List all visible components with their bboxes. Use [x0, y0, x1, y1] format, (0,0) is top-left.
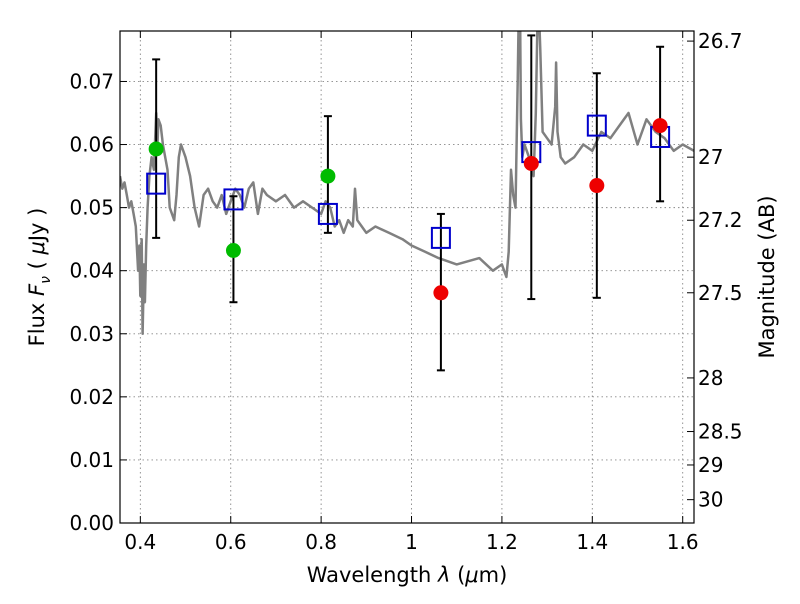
plot-frame: [119, 30, 695, 524]
y2-axis-label: Magnitude (AB): [755, 195, 779, 358]
y2-tick-label: 29: [698, 453, 723, 477]
x-tick-label: 0.6: [215, 530, 247, 554]
observed-point-red: [523, 155, 539, 171]
plot-data: [120, 31, 694, 372]
model-point-marker: [223, 188, 244, 211]
y-tick-label: 0.01: [69, 448, 114, 472]
data-markers: [146, 114, 671, 301]
y2-tick-label: 28: [698, 366, 723, 390]
y-tick-label: 0.03: [69, 322, 114, 346]
x-tick-label: 1.6: [667, 530, 699, 554]
y-tick-label: 0.05: [69, 196, 114, 220]
y-tick-label: 0.07: [69, 69, 114, 93]
y2-tick-label: 28.5: [698, 420, 743, 444]
x-tick-label: 1.4: [576, 530, 608, 554]
y2-tick-label: 27.2: [698, 208, 743, 232]
axis-ticks: 0.4 0.6 0.8 1 1.2 1.4 1.6 0.00 0.01 0.02 0.03 0.04 0…: [69, 29, 742, 554]
y2-tick-label: 27.5: [698, 281, 743, 305]
model-point-marker: [146, 172, 167, 195]
y-tick-label: 0.04: [69, 259, 114, 283]
x-tick-label: 1: [405, 530, 418, 554]
model-point-marker: [430, 226, 451, 249]
y-axis-label: Flux Fν ( μJy ): [25, 208, 54, 347]
observed-point-green: [320, 168, 336, 184]
x-axis-label: Wavelength λ (μm): [307, 563, 508, 587]
model-point-marker: [586, 114, 607, 137]
y2-tick-label: 30: [698, 488, 723, 512]
model-point-marker: [317, 202, 338, 225]
x-tick-label: 1.2: [486, 530, 518, 554]
y-tick-label: 0.00: [69, 511, 114, 535]
observed-point-red: [589, 178, 605, 194]
observed-point-green: [225, 243, 241, 259]
y-tick-label: 0.02: [69, 385, 114, 409]
y2-tick-label: 27: [698, 145, 723, 169]
x-tick-label: 0.8: [305, 530, 337, 554]
y2-tick-label: 26.7: [698, 29, 743, 53]
x-tick-label: 0.4: [124, 530, 156, 554]
spectrum-line: [120, 31, 694, 336]
observed-point-red: [433, 285, 449, 301]
grid: [120, 31, 694, 524]
y-tick-label: 0.06: [69, 133, 114, 157]
observed-point-green: [148, 141, 164, 157]
observed-point-red: [652, 118, 668, 134]
